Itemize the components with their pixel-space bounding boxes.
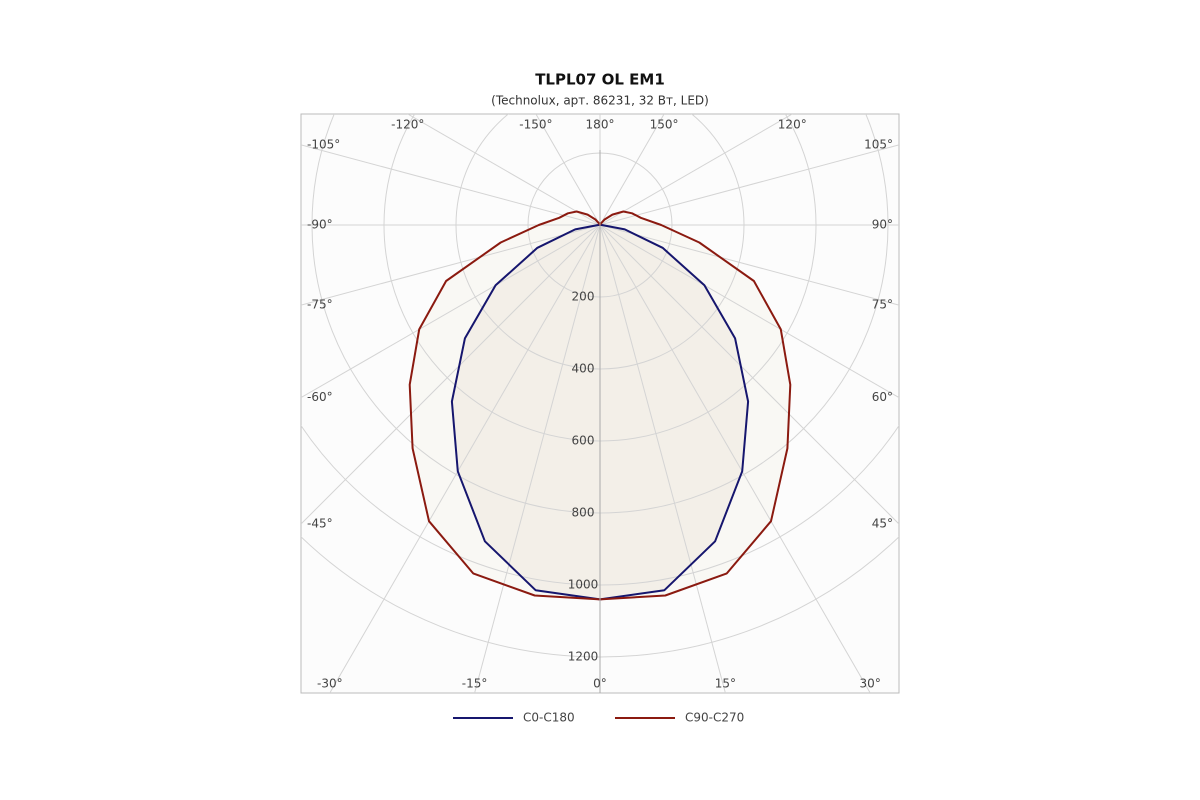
r-tick-label: 1000	[568, 578, 599, 592]
radial-grid-line	[535, 114, 601, 226]
angle-tick-label: 15°	[715, 677, 736, 691]
radial-grid-line	[599, 224, 899, 399]
angle-tick-label: -30°	[317, 677, 343, 691]
angle-tick-label: 90°	[872, 218, 893, 232]
angle-tick-label: 180°	[586, 118, 615, 132]
angle-tick-label: 120°	[778, 118, 807, 132]
radial-grid-line	[599, 224, 871, 693]
angle-tick-label: -90°	[307, 218, 333, 232]
angle-tick-label: 45°	[872, 517, 893, 531]
radial-grid-line	[474, 224, 601, 693]
angle-tick-label: -105°	[307, 137, 340, 151]
angle-tick-label: -120°	[391, 118, 424, 132]
r-tick-label: 200	[572, 290, 595, 304]
legend: C0-C180 C90-C270	[453, 711, 744, 725]
legend-label: C0-C180	[523, 711, 575, 725]
radial-grid-line	[407, 114, 601, 226]
radial-grid-line	[301, 144, 601, 226]
angle-tick-label: 105°	[864, 137, 893, 151]
chart-title: TLPL07 OL EM1	[535, 71, 665, 89]
angle-tick-label: -75°	[307, 298, 333, 312]
radial-grid-line	[599, 224, 899, 306]
radial-grid-line	[599, 114, 665, 226]
radial-grid-line	[329, 224, 601, 693]
angle-tick-label: -150°	[519, 118, 552, 132]
r-tick-label: 400	[572, 362, 595, 376]
radial-grid-line	[301, 224, 601, 399]
angle-tick-label: 30°	[860, 677, 881, 691]
radial-grid-line	[301, 224, 601, 525]
angle-tick-label: -15°	[462, 677, 488, 691]
angle-tick-label: 150°	[650, 118, 679, 132]
angle-tick-label: 0°	[593, 677, 607, 691]
radial-grid-line	[599, 224, 899, 525]
radial-grid-line	[599, 114, 793, 226]
angle-tick-label: 60°	[872, 390, 893, 404]
labels: 200 400 600 800 1000 1200 -150° -120° -105° -90° -…	[307, 118, 893, 691]
radial-grid-line	[301, 224, 601, 306]
r-tick-label: 800	[572, 506, 595, 520]
chart-subtitle: (Technolux, арт. 86231, 32 Вт, LED)	[491, 94, 709, 108]
r-tick-label: 1200	[568, 650, 599, 664]
curves	[408, 150, 792, 693]
radial-grid-line	[599, 224, 726, 693]
angle-tick-label: 75°	[872, 298, 893, 312]
r-tick-label: 600	[572, 434, 595, 448]
legend-label: C90-C270	[685, 711, 744, 725]
radial-grid-line	[599, 144, 899, 226]
angle-tick-label: -60°	[307, 390, 333, 404]
angle-tick-label: -45°	[307, 517, 333, 531]
